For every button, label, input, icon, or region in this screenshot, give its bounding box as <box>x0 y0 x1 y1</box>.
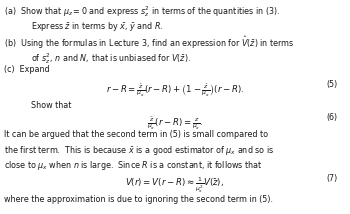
Text: of $s_z^2$, $n$ and $N$, that is unbiased for $V(\bar{z})$.: of $s_z^2$, $n$ and $N$, that is unbiase… <box>31 51 191 66</box>
Text: (a)  Show that $\mu_z = 0$ and express $s_z^2$ in terms of the quantities in (3): (a) Show that $\mu_z = 0$ and express $s… <box>4 4 280 19</box>
Text: $\frac{\bar{z}}{\mu_x}(r - R) = \frac{z}{\mu_x}.$: $\frac{\bar{z}}{\mu_x}(r - R) = \frac{z}… <box>147 115 203 131</box>
Text: close to $\mu_x$ when $n$ is large.  Since $R$ is a constant, it follows that: close to $\mu_x$ when $n$ is large. Sinc… <box>4 159 263 172</box>
Text: (b)  Using the formulas in Lecture 3, find an expression for $\hat{V}(\bar{z})$ : (b) Using the formulas in Lecture 3, fin… <box>4 35 295 51</box>
Text: Express $\bar{z}$ in terms by $\bar{x}$, $\bar{y}$ and $R$.: Express $\bar{z}$ in terms by $\bar{x}$,… <box>31 20 163 33</box>
Text: (7): (7) <box>327 174 338 183</box>
Text: the first term.  This is because $\bar{x}$ is a good estimator of $\mu_x$ and so: the first term. This is because $\bar{x}… <box>4 144 274 158</box>
Text: Show that: Show that <box>31 101 71 110</box>
Text: $V(r) = V(r - R) \approx \frac{1}{\mu_x^2}V(\bar{z}),$: $V(r) = V(r - R) \approx \frac{1}{\mu_x^… <box>125 176 225 195</box>
Text: where the approximation is due to ignoring the second term in (5).: where the approximation is due to ignori… <box>4 195 273 204</box>
Text: (c)  Expand: (c) Expand <box>4 65 50 74</box>
Text: (6): (6) <box>327 113 338 122</box>
Text: $r - R = \frac{\bar{z}}{\mu_x}(r - R) + \left(1 - \frac{\bar{z}}{\mu_x}\right)(r: $r - R = \frac{\bar{z}}{\mu_x}(r - R) + … <box>106 83 244 98</box>
Text: (5): (5) <box>327 80 338 89</box>
Text: It can be argued that the second term in (5) is small compared to: It can be argued that the second term in… <box>4 130 268 139</box>
